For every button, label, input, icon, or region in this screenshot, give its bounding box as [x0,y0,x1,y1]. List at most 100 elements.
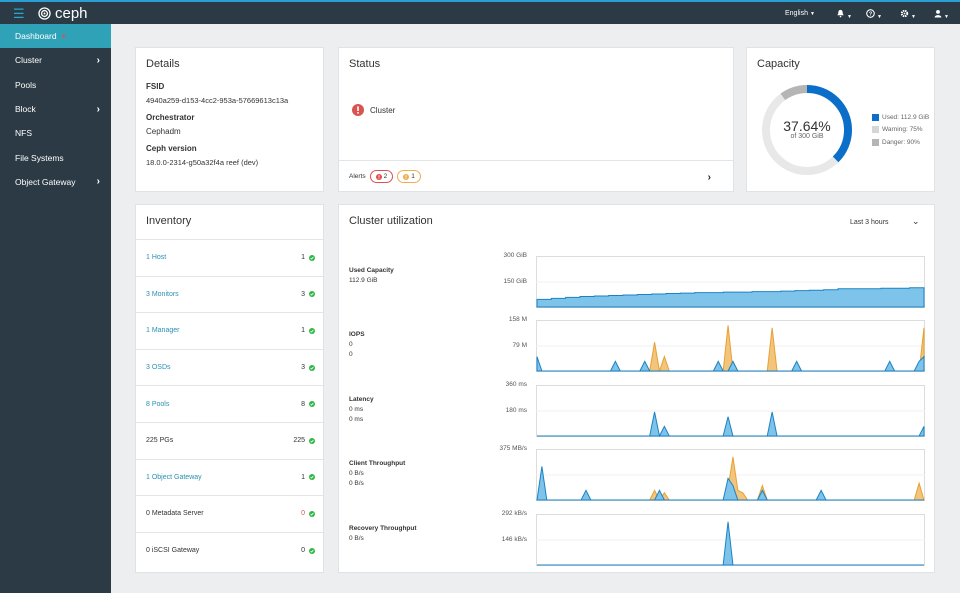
legend-item: Warning: 75% [872,124,929,137]
metric-value: 112.9 GiB [349,277,378,284]
check-circle-icon [309,547,315,554]
fsid-value: 4940a259-d153-4cc2-953a-57669613c13a [146,96,289,105]
metric-value: 0 B/s [349,534,364,542]
brand-name: ceph [55,5,88,22]
capacity-percent: 37.64% [783,118,831,134]
chevron-right-icon[interactable]: › [707,172,711,183]
inventory-label: 0 Metadata Server [146,510,204,518]
cluster-utilization-card: Cluster utilization Last 3 hours ⌄ Used … [338,204,935,573]
inventory-count: 1 [301,327,305,335]
ceph-logo-icon [38,7,51,20]
gear-icon[interactable]: ▼ [900,9,916,20]
metric-name: Client Throughput [349,460,406,468]
used-capacity-label: Used Capacity 112.9 GiB [349,266,394,286]
chevron-down-icon[interactable]: ⌄ [912,216,920,226]
inventory-label[interactable]: 3 Monitors [146,290,179,298]
primary-series-area [537,411,925,437]
inventory-count: 225 [293,437,305,445]
capacity-title: Capacity [757,58,800,70]
sidebar-item-cluster[interactable]: Cluster › [0,48,111,72]
check-circle-icon [309,474,315,481]
sidebar-item-dashboard[interactable]: Dashboard ● [0,24,111,49]
inventory-row: 8 Pools 8 [136,385,323,422]
ceph-version-label: Ceph version [146,144,197,153]
chevron-right-icon: › [96,103,100,115]
legend-swatch [872,113,879,121]
brand-logo[interactable]: ceph [38,5,88,22]
check-circle-icon [309,510,315,517]
bell-icon[interactable]: ▼ [836,9,852,20]
axis-tick-label: 79 M [512,342,527,350]
status-dot-icon: ● [61,32,66,40]
inventory-label[interactable]: 3 OSDs [146,364,171,372]
legend-item: Used: 112.9 GiB [872,111,929,124]
check-circle-icon [309,291,315,298]
critical-alert-icon [375,173,382,180]
sidebar-item-label: Block [15,104,36,115]
critical-alerts-badge[interactable]: 2 [369,170,394,183]
user-icon[interactable]: ▼ [934,9,949,20]
sidebar-item-label: NFS [15,128,32,139]
sidebar-item-pools[interactable]: Pools [0,73,111,97]
sidebar-item-label: File Systems [15,152,64,163]
sidebar-item-nfs[interactable]: NFS [0,121,111,145]
cluster-status[interactable]: Cluster [352,104,395,116]
help-icon[interactable]: ? ▼ [866,9,882,20]
latency-label: Latency 0 ms 0 ms [349,395,374,425]
iops-label: IOPS 0 0 [349,330,365,360]
cluster-label: Cluster [370,105,396,115]
inventory-row: 3 OSDs 3 [136,348,323,386]
inventory-label: 0 iSCSI Gateway [146,547,200,555]
legend-label: Used: 112.9 GiB [882,113,930,121]
axis-tick-label: 375 MB/s [499,445,527,453]
check-circle-icon [309,327,315,334]
sidebar-item-block[interactable]: Block › [0,97,111,121]
primary-series-area [536,287,925,308]
metric-value: 0 ms [349,405,364,413]
inventory-label: 225 PGs [146,437,174,445]
inventory-label[interactable]: 8 Pools [146,400,170,408]
axis-tick-label: 146 kB/s [501,535,527,543]
inventory-count: 3 [301,290,305,298]
details-title: Details [146,58,180,70]
capacity-legend: Used: 112.9 GiB Warning: 75% Danger: 90% [872,111,929,149]
details-card: Details FSID 4940a259-d153-4cc2-953a-576… [135,47,324,192]
donut-used-arc [762,85,852,175]
axis-tick-label: 300 GiB [503,252,528,259]
language-selector[interactable]: English ▼ [785,10,815,17]
alerts-bar: Alerts 2 1 [349,170,421,183]
inventory-title: Inventory [146,215,192,227]
inventory-label[interactable]: 1 Object Gateway [146,473,202,481]
utilization-title: Cluster utilization [349,215,433,227]
ceph-version-value: 18.0.0-2314-g50a32f4a reef (dev) [146,158,259,167]
sidebar-item-label: Pools [15,79,37,90]
inventory-row: 1 Host 1 [136,239,323,276]
chevron-right-icon: › [96,54,100,66]
axis-tick-label: 360 ms [505,380,527,388]
status-title: Status [349,58,381,70]
critical-alert-count: 2 [383,173,388,180]
primary-series-area [537,521,924,566]
hamburger-icon[interactable]: ☰ [13,6,25,21]
inventory-status: 1 [301,474,315,481]
sidebar-item-file-systems[interactable]: File Systems [0,145,111,169]
alerts-label: Alerts [349,173,366,180]
sidebar: Dashboard ● Cluster › Pools Block › NFS File Sys… [0,24,111,593]
recovery-throughput-label: Recovery Throughput 0 B/s [349,524,417,544]
check-circle-icon [309,364,315,371]
time-range-label: Last 3 hours [850,219,889,226]
donut-danger-arc [761,85,852,175]
warning-alerts-badge[interactable]: 1 [397,170,421,183]
inventory-status: 3 [301,364,315,371]
inventory-label[interactable]: 1 Manager [146,327,180,335]
inventory-row: 3 Monitors 3 [136,275,323,313]
latency-chart [536,384,925,437]
metric-name: Recovery Throughput [349,524,417,532]
recovery-throughput-chart [536,513,925,566]
primary-series-area [536,466,924,501]
sidebar-item-object-gateway[interactable]: Object Gateway › [0,170,111,194]
secondary-series-area [537,325,925,372]
inventory-label[interactable]: 1 Host [146,254,167,262]
time-range-select[interactable]: Last 3 hours [850,219,889,226]
capacity-donut [761,85,852,175]
